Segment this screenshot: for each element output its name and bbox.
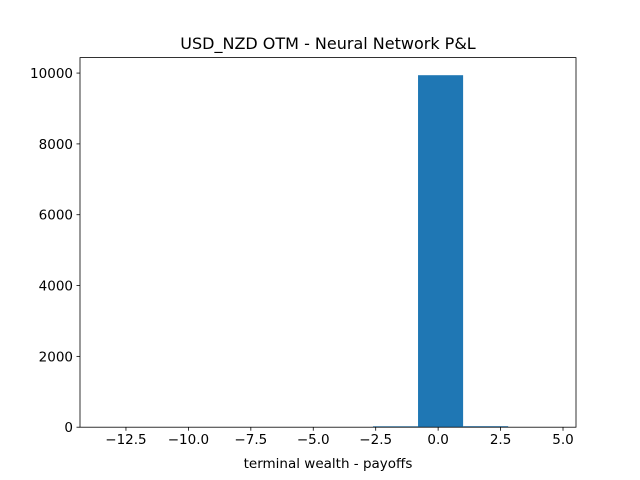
x-tick-label: 0.0 [427, 432, 448, 448]
y-tick-label: 4000 [39, 279, 73, 295]
x-tick-label: 2.5 [490, 432, 511, 448]
x-axis-label: terminal wealth - payoffs [244, 456, 413, 472]
x-tick-label: −2.5 [359, 432, 392, 448]
y-tick-label: 0 [64, 420, 73, 436]
bar [372, 426, 419, 428]
y-tick-label: 8000 [39, 137, 73, 153]
y-tick-label: 2000 [39, 349, 73, 365]
x-tick-label: −5.0 [297, 432, 330, 448]
x-tick-label: 5.0 [552, 432, 573, 448]
chart-title: USD_NZD OTM - Neural Network P&L [180, 34, 476, 54]
bar [418, 75, 464, 428]
y-tick-label: 10000 [30, 66, 73, 82]
y-tick-label: 6000 [39, 208, 73, 224]
x-tick-label: −12.5 [105, 432, 146, 448]
x-tick-label: −10.0 [168, 432, 209, 448]
bar [463, 426, 509, 428]
x-tick-label: −7.5 [234, 432, 267, 448]
plot-frame [79, 57, 577, 428]
